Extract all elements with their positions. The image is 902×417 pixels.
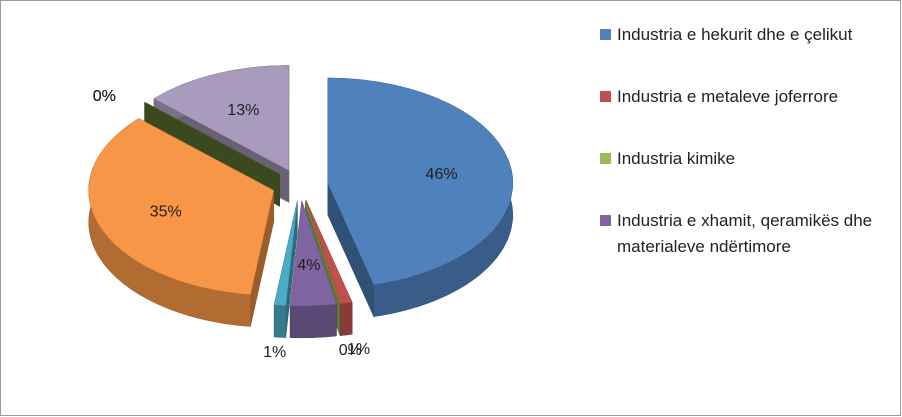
legend-label: Industria kimike bbox=[617, 149, 736, 168]
slice-top bbox=[305, 200, 353, 304]
data-label: 0% bbox=[93, 88, 116, 105]
slice-wall bbox=[289, 303, 337, 339]
data-label: 46% bbox=[426, 166, 458, 183]
data-label: 0% bbox=[339, 342, 362, 359]
legend-item: Industria e metaleve joferrore bbox=[600, 84, 890, 110]
slice-wall bbox=[340, 301, 353, 336]
legend-swatch bbox=[600, 29, 611, 40]
legend-item: Industria e xhamit, qeramikës dhe materi… bbox=[600, 208, 890, 260]
legend-item: Industria e hekurit dhe e çelikut bbox=[600, 22, 890, 48]
slice bbox=[289, 200, 337, 339]
slice-top bbox=[327, 77, 514, 285]
data-label: 1% bbox=[347, 341, 370, 358]
slice bbox=[88, 118, 274, 327]
legend-swatch bbox=[600, 215, 611, 226]
slice bbox=[273, 200, 298, 338]
slice-top bbox=[289, 200, 337, 307]
slice-top bbox=[273, 200, 298, 306]
data-label: 4% bbox=[297, 257, 320, 274]
slice-top bbox=[88, 118, 274, 295]
slice-top bbox=[144, 102, 280, 175]
slice-top bbox=[153, 65, 290, 171]
data-label: 0% bbox=[93, 88, 116, 105]
data-label: 1% bbox=[263, 344, 286, 361]
data-label: 0% bbox=[93, 88, 116, 105]
slice bbox=[327, 77, 514, 317]
legend-label: Industria e xhamit, qeramikës dhe materi… bbox=[617, 211, 873, 256]
data-label: 13% bbox=[227, 102, 259, 119]
legend-label: Industria e metaleve joferrore bbox=[617, 87, 839, 106]
legend-item: Industria kimike bbox=[600, 146, 890, 172]
data-label: 35% bbox=[150, 204, 182, 221]
slice-wall bbox=[273, 304, 286, 338]
legend-swatch bbox=[600, 91, 611, 102]
legend-swatch bbox=[600, 153, 611, 164]
legend-label: Industria e hekurit dhe e çelikut bbox=[617, 25, 853, 44]
